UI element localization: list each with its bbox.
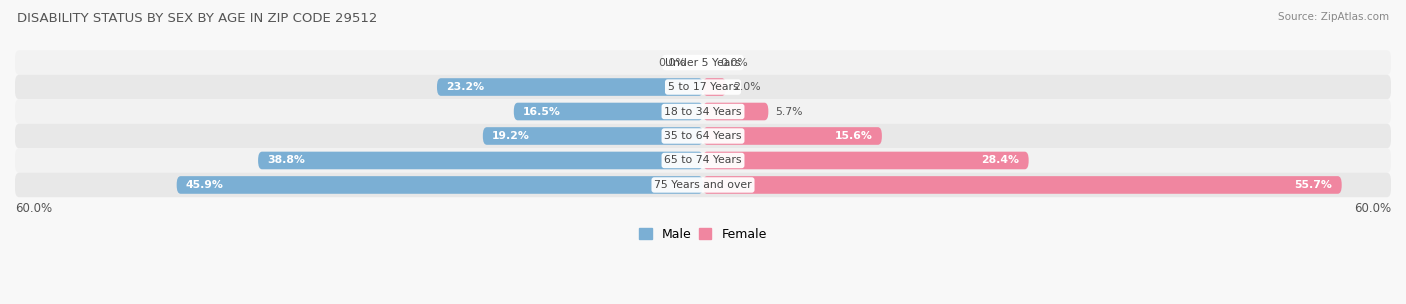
Text: DISABILITY STATUS BY SEX BY AGE IN ZIP CODE 29512: DISABILITY STATUS BY SEX BY AGE IN ZIP C… bbox=[17, 12, 377, 25]
FancyBboxPatch shape bbox=[437, 78, 703, 96]
FancyBboxPatch shape bbox=[177, 176, 703, 194]
Text: 45.9%: 45.9% bbox=[186, 180, 224, 190]
Text: Under 5 Years: Under 5 Years bbox=[665, 57, 741, 67]
FancyBboxPatch shape bbox=[15, 99, 1391, 124]
FancyBboxPatch shape bbox=[15, 75, 1391, 99]
Text: 0.0%: 0.0% bbox=[658, 57, 686, 67]
FancyBboxPatch shape bbox=[482, 127, 703, 145]
Text: 23.2%: 23.2% bbox=[446, 82, 484, 92]
FancyBboxPatch shape bbox=[15, 148, 1391, 173]
FancyBboxPatch shape bbox=[513, 103, 703, 120]
Text: 0.0%: 0.0% bbox=[720, 57, 748, 67]
Text: 5 to 17 Years: 5 to 17 Years bbox=[668, 82, 738, 92]
FancyBboxPatch shape bbox=[15, 124, 1391, 148]
Text: 65 to 74 Years: 65 to 74 Years bbox=[664, 155, 742, 165]
FancyBboxPatch shape bbox=[259, 152, 703, 169]
FancyBboxPatch shape bbox=[703, 103, 768, 120]
FancyBboxPatch shape bbox=[703, 127, 882, 145]
FancyBboxPatch shape bbox=[703, 152, 1029, 169]
FancyBboxPatch shape bbox=[703, 78, 725, 96]
Text: 55.7%: 55.7% bbox=[1295, 180, 1333, 190]
Text: 18 to 34 Years: 18 to 34 Years bbox=[664, 106, 742, 116]
FancyBboxPatch shape bbox=[15, 173, 1391, 197]
Text: 2.0%: 2.0% bbox=[733, 82, 761, 92]
Text: Source: ZipAtlas.com: Source: ZipAtlas.com bbox=[1278, 12, 1389, 22]
Text: 60.0%: 60.0% bbox=[15, 202, 52, 215]
Text: 35 to 64 Years: 35 to 64 Years bbox=[664, 131, 742, 141]
Legend: Male, Female: Male, Female bbox=[634, 223, 772, 246]
Text: 19.2%: 19.2% bbox=[492, 131, 530, 141]
FancyBboxPatch shape bbox=[703, 176, 1341, 194]
Text: 38.8%: 38.8% bbox=[267, 155, 305, 165]
Text: 75 Years and over: 75 Years and over bbox=[654, 180, 752, 190]
Text: 15.6%: 15.6% bbox=[835, 131, 873, 141]
Text: 60.0%: 60.0% bbox=[1354, 202, 1391, 215]
Text: 5.7%: 5.7% bbox=[775, 106, 803, 116]
Text: 28.4%: 28.4% bbox=[981, 155, 1019, 165]
FancyBboxPatch shape bbox=[15, 50, 1391, 75]
Text: 16.5%: 16.5% bbox=[523, 106, 561, 116]
